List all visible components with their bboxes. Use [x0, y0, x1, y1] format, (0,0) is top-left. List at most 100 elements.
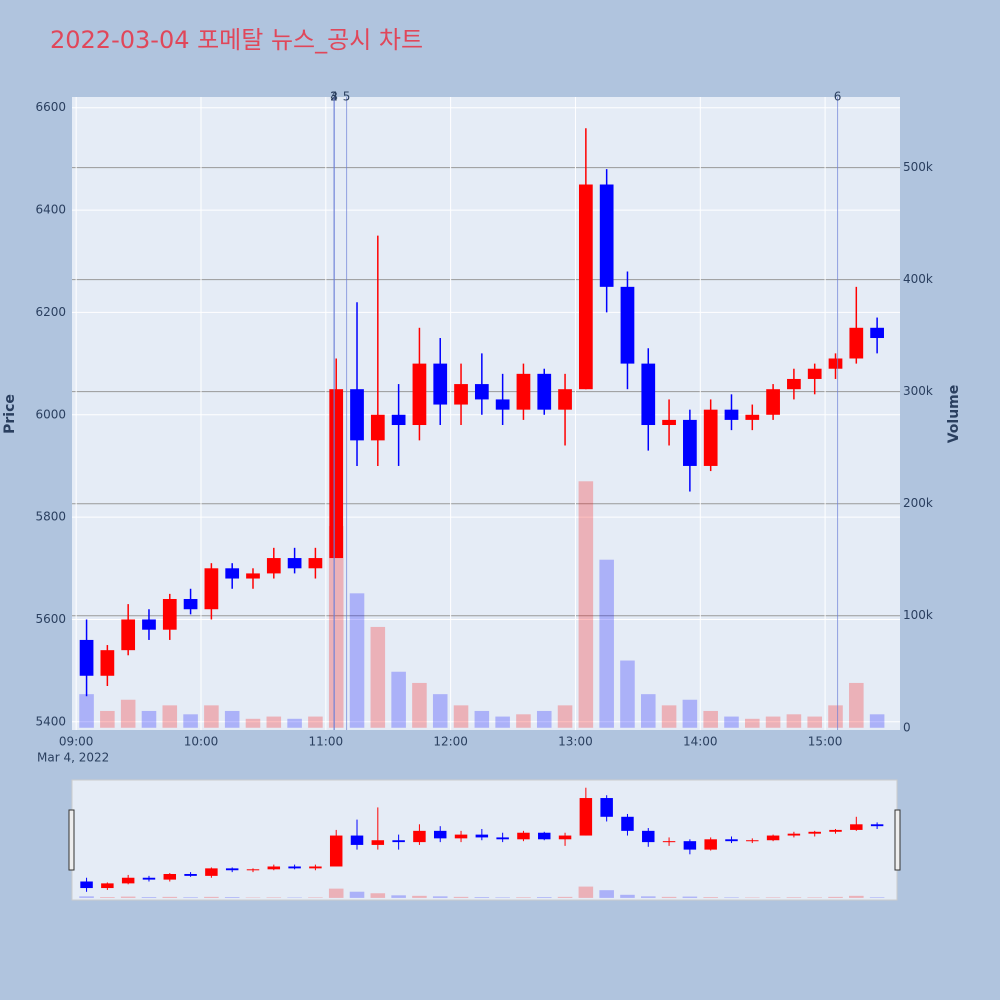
- volume-bar: [828, 896, 843, 898]
- y-tick-label: 5400: [35, 714, 66, 728]
- candle-body: [849, 327, 864, 359]
- candle-body: [142, 877, 156, 880]
- range-slider-handle[interactable]: [68, 809, 75, 871]
- candle-body: [724, 409, 739, 420]
- volume-bar: [557, 705, 573, 728]
- volume-bar: [807, 716, 822, 728]
- candle-body: [641, 363, 656, 426]
- candle-body: [121, 619, 136, 651]
- candle-body: [600, 798, 613, 817]
- volume-bar: [141, 710, 157, 728]
- volume-bar: [640, 694, 656, 728]
- candle-body: [495, 399, 510, 410]
- volume-bar: [599, 890, 614, 898]
- range-slider-handle[interactable]: [894, 809, 901, 871]
- volume-bar: [432, 694, 448, 728]
- volume-bar: [807, 897, 822, 898]
- volume-bar: [308, 716, 323, 728]
- volume-bar: [765, 716, 781, 728]
- volume-bar: [183, 897, 198, 898]
- volume-bar: [599, 559, 614, 728]
- volume-bar: [432, 896, 448, 898]
- candle-body: [80, 881, 93, 889]
- candle-body: [870, 327, 884, 339]
- candle-body: [662, 841, 676, 843]
- y-tick-label: 5800: [35, 510, 66, 524]
- annotation-label: 3: [330, 90, 338, 104]
- candle-body: [205, 868, 218, 876]
- candle-body: [787, 378, 801, 390]
- volume-bar: [266, 716, 282, 728]
- volume-bar: [640, 896, 656, 898]
- candle-body: [433, 830, 447, 839]
- y2-tick-label: 100k: [903, 608, 933, 622]
- range-slider[interactable]: [71, 779, 898, 901]
- volume-bar: [328, 888, 344, 898]
- candle-body: [662, 419, 676, 426]
- candle-body: [807, 368, 822, 379]
- annotation-label: 2: [330, 90, 338, 104]
- volume-bar: [536, 897, 552, 898]
- annotation-label: 5: [343, 90, 351, 104]
- x-tick-label: 12:00: [433, 735, 468, 749]
- volume-bar: [682, 896, 698, 898]
- candle-body: [870, 824, 884, 827]
- y-tick-label: 5600: [35, 612, 66, 626]
- annotation-label: 6: [834, 90, 842, 104]
- y-tick-label: 6000: [35, 407, 66, 421]
- y2-tick-label: 400k: [903, 272, 933, 286]
- plot-area: [72, 97, 900, 730]
- volume-bar: [703, 710, 718, 728]
- volume-bar: [849, 895, 864, 898]
- candle-body: [516, 373, 531, 410]
- candle-body: [101, 883, 114, 889]
- candle-body: [725, 839, 738, 842]
- volume-bar: [349, 891, 365, 898]
- volume-bar: [724, 897, 739, 898]
- candle-body: [599, 184, 614, 287]
- x-tick-label: 11:00: [309, 735, 344, 749]
- volume-bar: [453, 896, 469, 898]
- x-tick-label: 14:00: [683, 735, 718, 749]
- volume-bar: [120, 699, 136, 728]
- volume-bar: [100, 710, 115, 728]
- candle-body: [184, 873, 197, 876]
- candle-body: [267, 866, 281, 870]
- candle-body: [683, 419, 697, 466]
- candle-body: [745, 414, 760, 420]
- volume-bar: [849, 682, 864, 728]
- candle-body: [704, 839, 717, 850]
- candle-body: [766, 835, 780, 841]
- volume-bar: [349, 593, 365, 728]
- annotation-label: 4: [330, 90, 338, 104]
- x-date-label: Mar 4, 2022: [37, 751, 109, 765]
- y2-axis-title: Volume: [946, 385, 962, 444]
- candle-body: [829, 829, 842, 832]
- volume-bar: [204, 705, 219, 728]
- candle-body: [621, 816, 634, 831]
- volume-bar: [495, 897, 510, 898]
- candle-body: [308, 558, 323, 569]
- candle-body: [433, 363, 448, 405]
- candle-body: [329, 389, 344, 559]
- candle-body: [392, 840, 405, 843]
- y2-tick-label: 200k: [903, 496, 933, 510]
- candle-body: [163, 873, 177, 880]
- volume-bar: [578, 886, 594, 898]
- volume-bar: [765, 897, 781, 898]
- chart-title: 2022-03-04 포메탈 뉴스_공시 차트: [50, 26, 423, 54]
- candle-body: [454, 384, 468, 405]
- y2-tick-label: 500k: [903, 160, 933, 174]
- candle-body: [558, 389, 572, 410]
- volume-bar: [183, 714, 198, 728]
- volume-bar: [79, 694, 94, 728]
- volume-bar: [578, 481, 594, 728]
- volume-bar: [516, 714, 531, 728]
- candle-body: [787, 833, 801, 836]
- volume-bar: [224, 710, 240, 728]
- candle-body: [538, 832, 551, 840]
- volume-bar: [703, 897, 718, 898]
- candle-body: [246, 573, 260, 579]
- candle-body: [121, 877, 135, 884]
